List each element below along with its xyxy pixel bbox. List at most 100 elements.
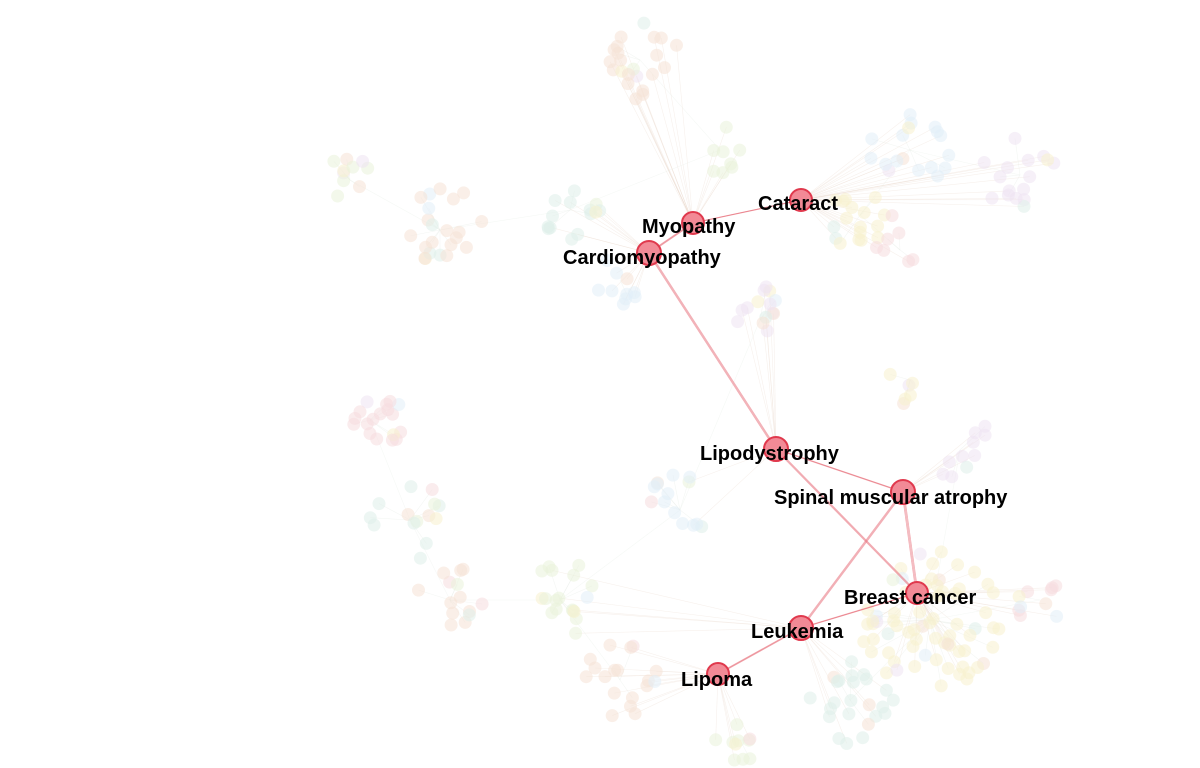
background-node-370 — [598, 670, 612, 684]
background-edge — [635, 98, 694, 224]
background-edge — [929, 619, 993, 648]
background-node-268 — [918, 648, 932, 662]
background-node-364 — [611, 663, 625, 677]
background-node-121 — [449, 231, 463, 245]
background-node-154 — [740, 301, 754, 315]
background-node-89 — [563, 195, 577, 209]
background-node-347 — [845, 655, 859, 669]
background-node-336 — [886, 693, 900, 707]
background-node-207 — [475, 597, 489, 611]
background-node-264 — [992, 622, 1006, 636]
background-node-130 — [327, 154, 341, 168]
background-node-143 — [627, 286, 641, 300]
background-node-199 — [412, 583, 425, 597]
edge-leukemia-spinal-muscular-atrophy — [799, 491, 903, 629]
background-node-163 — [906, 376, 919, 390]
background-node-310 — [923, 616, 937, 630]
background-node-175 — [353, 405, 367, 419]
background-node-286 — [857, 635, 871, 649]
background-edge — [554, 200, 650, 254]
background-node-288 — [941, 662, 955, 675]
background-edge — [574, 611, 802, 629]
background-edge — [747, 307, 777, 450]
background-edge — [773, 313, 777, 450]
background-edge — [800, 627, 847, 744]
background-node-19 — [629, 92, 643, 106]
node-myopathy[interactable] — [681, 211, 705, 235]
node-breast-cancer[interactable] — [905, 581, 929, 605]
label-myopathy: Myopathy — [642, 216, 736, 238]
background-node-60 — [1041, 153, 1055, 167]
background-node-62 — [1001, 188, 1015, 202]
background-node-21 — [654, 31, 668, 45]
background-node-308 — [913, 547, 927, 561]
background-node-38 — [879, 157, 893, 171]
background-node-311 — [952, 582, 966, 596]
background-edge — [800, 167, 932, 201]
label-lipoma: Lipoma — [681, 669, 753, 691]
background-edge — [916, 592, 965, 652]
background-node-278 — [979, 606, 993, 620]
background-node-319 — [866, 614, 880, 628]
node-lipoma[interactable] — [706, 662, 730, 686]
background-node-190 — [413, 551, 427, 565]
node-lipodystrophy[interactable] — [763, 436, 789, 462]
background-node-83 — [906, 253, 920, 267]
background-node-331 — [1044, 583, 1058, 597]
background-node-113 — [440, 249, 454, 263]
node-spinal-muscular-atrophy[interactable] — [890, 479, 916, 505]
background-node-343 — [856, 731, 870, 745]
background-edge — [630, 673, 719, 707]
edge-breast-cancer-leukemia — [801, 592, 919, 629]
background-node-238 — [661, 487, 675, 501]
background-node-76 — [857, 206, 871, 219]
background-node-209 — [437, 566, 451, 580]
background-node-20 — [610, 39, 624, 53]
background-node-69 — [840, 211, 853, 225]
background-edge — [762, 323, 777, 450]
background-edge — [717, 673, 736, 745]
background-node-110 — [422, 201, 436, 215]
background-node-45 — [942, 148, 956, 162]
background-node-63 — [985, 191, 999, 205]
node-leukemia[interactable] — [788, 615, 814, 641]
background-node-309 — [926, 557, 940, 571]
background-node-6 — [650, 48, 664, 62]
node-cataract[interactable] — [789, 188, 813, 212]
background-node-41 — [903, 108, 917, 122]
background-node-85 — [892, 226, 906, 240]
background-node-293 — [886, 573, 900, 587]
background-edge — [800, 627, 870, 705]
background-node-380 — [743, 752, 757, 766]
background-node-157 — [756, 316, 770, 330]
background-edge — [800, 199, 862, 241]
background-node-68 — [833, 236, 847, 250]
node-cardiomyopathy[interactable] — [636, 240, 662, 266]
background-edge — [370, 517, 411, 521]
background-node-141 — [600, 254, 614, 267]
background-node-365 — [625, 691, 639, 705]
background-node-267 — [963, 628, 977, 642]
background-node-204 — [444, 596, 458, 610]
background-edge — [642, 94, 694, 224]
background-node-382 — [730, 718, 744, 732]
background-edge — [630, 647, 719, 675]
background-node-358 — [605, 709, 619, 723]
background-node-188 — [419, 536, 433, 550]
background-node-251 — [978, 428, 992, 442]
background-node-367 — [583, 652, 597, 666]
background-node-80 — [852, 233, 866, 247]
label-cataract: Cataract — [758, 193, 838, 215]
background-node-350 — [879, 683, 893, 697]
background-edge — [800, 627, 876, 717]
background-node-337 — [803, 691, 817, 705]
background-node-235 — [676, 517, 690, 530]
background-node-61 — [1001, 161, 1014, 175]
background-node-383 — [743, 732, 757, 746]
background-node-155 — [731, 315, 745, 329]
background-node-66 — [868, 191, 882, 204]
background-node-109 — [475, 215, 489, 228]
background-node-138 — [605, 284, 619, 298]
node-labels: Cataract Myopathy Cardiomyopathy Lipodys… — [563, 193, 1008, 691]
background-node-249 — [968, 449, 982, 462]
